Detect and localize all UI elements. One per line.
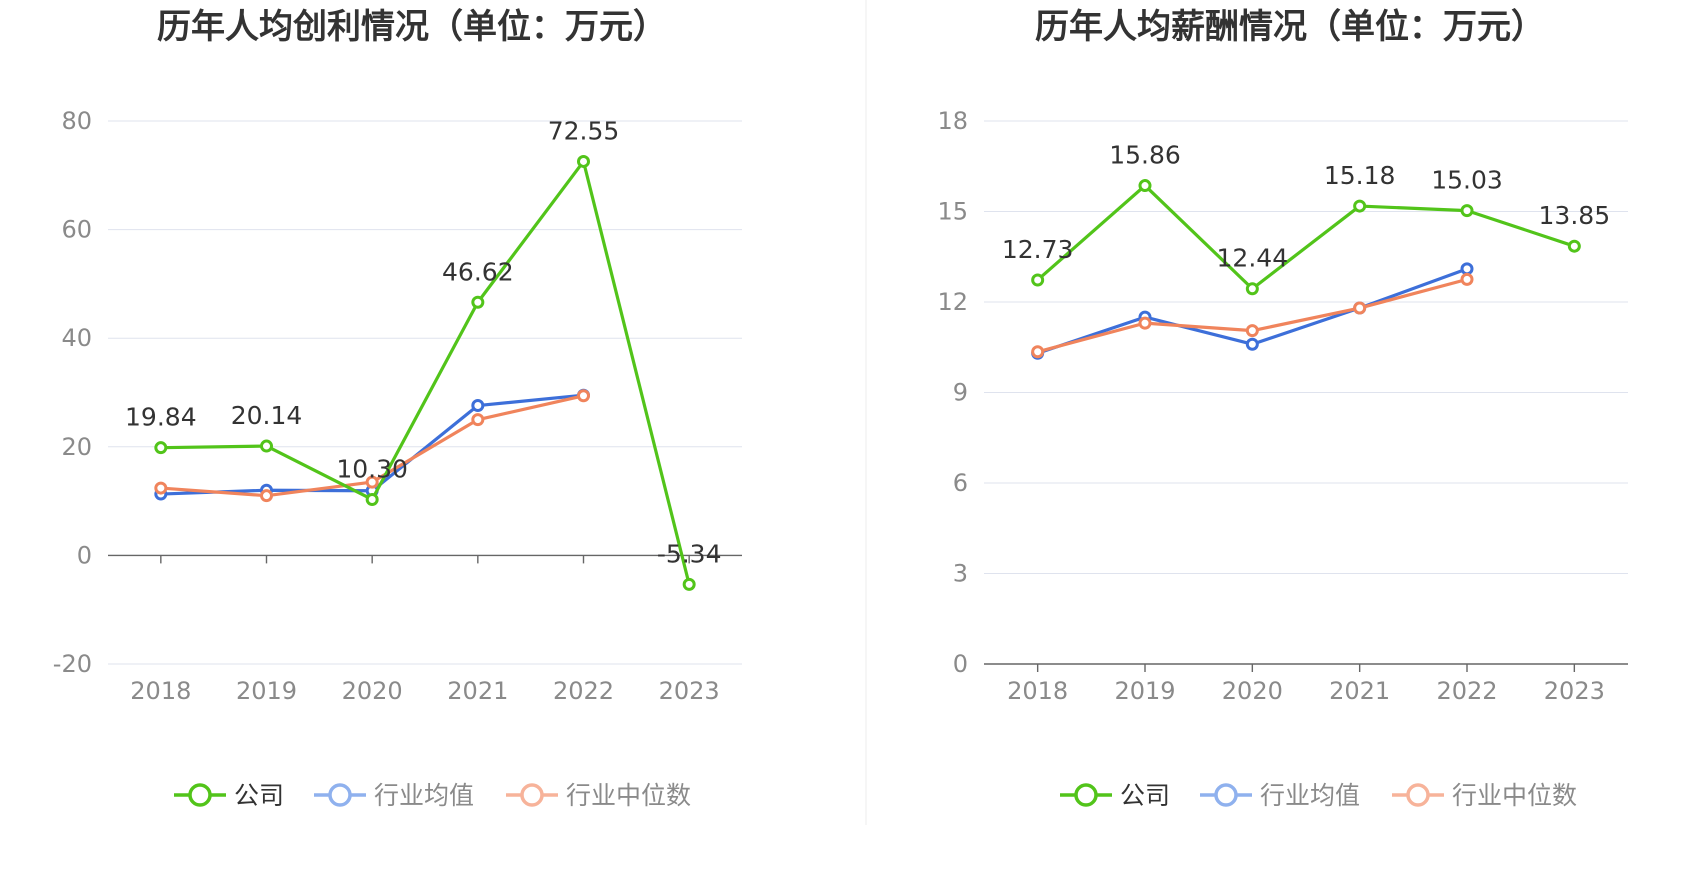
y-tick-label: 3 bbox=[953, 560, 968, 588]
x-tick-label: 2018 bbox=[1007, 677, 1068, 705]
legend-circle-icon bbox=[1406, 783, 1430, 807]
x-tick-label: 2021 bbox=[447, 677, 508, 705]
series-point-3 bbox=[1460, 272, 1474, 286]
legend-circle-icon bbox=[1214, 783, 1238, 807]
data-label: 10.30 bbox=[336, 454, 408, 483]
chart-title: 历年人均创利情况（单位：万元） bbox=[157, 7, 667, 47]
series-point-1 bbox=[260, 439, 273, 453]
series-point-2 bbox=[1245, 337, 1259, 351]
y-tick-label: 40 bbox=[61, 324, 92, 352]
chart-panel-1: 历年人均创利情况（单位：万元） -20 0 20 40 60 80 2018 2019 2020 2… bbox=[53, 7, 742, 810]
series-line-1 bbox=[1036, 183, 1575, 291]
series-point-3 bbox=[260, 489, 273, 503]
series-line-1 bbox=[160, 159, 691, 585]
y-tick-label: 0 bbox=[953, 650, 968, 678]
y-tick-label: 18 bbox=[937, 107, 968, 135]
legend-item-2: 行业均值 bbox=[314, 781, 474, 810]
series-point-2 bbox=[471, 399, 485, 413]
x-tick-label: 2022 bbox=[1436, 677, 1497, 705]
series-point-1 bbox=[1460, 204, 1474, 218]
data-label: -5.34 bbox=[657, 539, 722, 568]
legend-circle-icon bbox=[520, 783, 544, 807]
series-point-3 bbox=[1245, 324, 1259, 338]
legend-label: 行业均值 bbox=[1260, 781, 1360, 810]
series-point-1 bbox=[577, 154, 590, 168]
legend-label: 公司 bbox=[234, 781, 284, 810]
legend-item-1: 公司 bbox=[1060, 781, 1170, 810]
legend-label: 行业中位数 bbox=[1452, 781, 1577, 810]
y-tick-label: -20 bbox=[53, 650, 92, 678]
series-point-3 bbox=[154, 481, 168, 495]
y-tick-label: 0 bbox=[77, 541, 92, 569]
legend-circle-icon bbox=[188, 783, 212, 807]
y-tick-label: 15 bbox=[937, 198, 968, 226]
data-label: 12.44 bbox=[1217, 244, 1289, 273]
legend-label: 行业中位数 bbox=[566, 781, 691, 810]
y-tick-label: 6 bbox=[953, 469, 968, 497]
series-point-1 bbox=[365, 492, 379, 506]
x-tick-label: 2023 bbox=[1544, 677, 1605, 705]
legend-item-3: 行业中位数 bbox=[506, 781, 691, 810]
series-point-1 bbox=[154, 441, 168, 455]
y-tick-label: 12 bbox=[937, 288, 968, 316]
y-tick-label: 9 bbox=[953, 379, 968, 407]
series-point-3 bbox=[1353, 301, 1367, 315]
y-tick-label: 20 bbox=[61, 433, 92, 461]
series-point-1 bbox=[471, 295, 485, 309]
chart-title: 历年人均薪酬情况（单位：万元） bbox=[1035, 7, 1545, 47]
data-label: 15.03 bbox=[1431, 166, 1503, 195]
series-point-1 bbox=[1031, 273, 1045, 287]
series-point-3 bbox=[577, 389, 590, 403]
legend-label: 公司 bbox=[1120, 781, 1170, 810]
x-tick-label: 2020 bbox=[1222, 677, 1283, 705]
data-label: 19.84 bbox=[125, 403, 197, 432]
series-point-1 bbox=[1353, 199, 1367, 213]
x-tick-label: 2022 bbox=[553, 677, 614, 705]
x-tick-label: 2018 bbox=[130, 677, 191, 705]
data-label: 72.55 bbox=[548, 116, 620, 145]
data-label: 13.85 bbox=[1539, 201, 1611, 230]
data-label: 20.14 bbox=[231, 401, 303, 430]
legend-item-2: 行业均值 bbox=[1200, 781, 1360, 810]
series-point-3 bbox=[1138, 316, 1152, 330]
legend-item-1: 公司 bbox=[174, 781, 284, 810]
series-point-3 bbox=[1031, 345, 1045, 359]
legend-label: 行业均值 bbox=[374, 781, 474, 810]
series-point-3 bbox=[471, 413, 485, 427]
series-point-1 bbox=[682, 577, 696, 591]
legend-circle-icon bbox=[1074, 783, 1098, 807]
x-tick-label: 2020 bbox=[342, 677, 403, 705]
y-tick-label: 80 bbox=[61, 107, 92, 135]
series-point-1 bbox=[1138, 179, 1152, 193]
series-point-3 bbox=[365, 475, 379, 489]
x-tick-label: 2023 bbox=[659, 677, 720, 705]
y-tick-label: 60 bbox=[61, 216, 92, 244]
legend-item-3: 行业中位数 bbox=[1392, 781, 1577, 810]
x-tick-label: 2019 bbox=[1114, 677, 1175, 705]
data-label: 15.18 bbox=[1324, 161, 1396, 190]
chart-panel-2: 历年人均薪酬情况（单位：万元） 0 3 6 9 12 15 18 2018 2019 2020 202… bbox=[937, 7, 1628, 810]
data-label: 15.86 bbox=[1109, 141, 1181, 170]
legend-circle-icon bbox=[328, 783, 352, 807]
x-tick-label: 2021 bbox=[1329, 677, 1390, 705]
series-point-2 bbox=[1460, 262, 1474, 276]
series-point-1 bbox=[1245, 282, 1259, 296]
data-label: 12.73 bbox=[1002, 235, 1074, 264]
x-tick-label: 2019 bbox=[236, 677, 297, 705]
data-label: 46.62 bbox=[442, 257, 514, 286]
series-point-1 bbox=[1567, 239, 1581, 253]
